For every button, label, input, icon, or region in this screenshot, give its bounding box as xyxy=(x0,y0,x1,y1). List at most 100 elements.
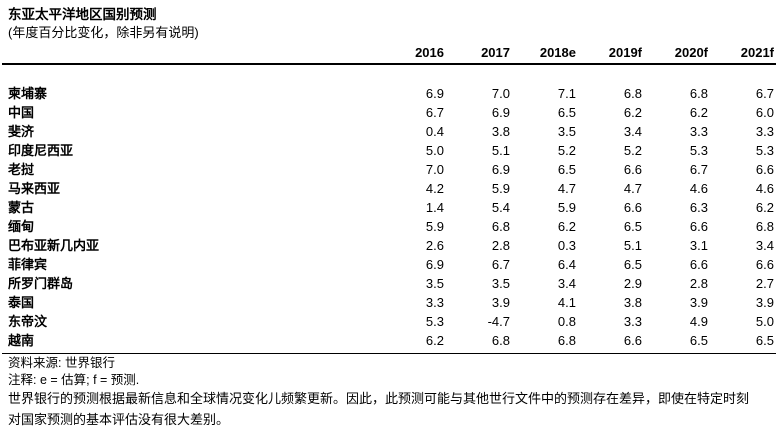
country-name: 所罗门群岛 xyxy=(8,276,74,291)
year-header-2016: 2016 xyxy=(380,41,446,65)
value-cell: 6.6 xyxy=(623,162,642,177)
country-name: 菲律宾 xyxy=(8,257,48,272)
value-cell: 3.4 xyxy=(557,276,576,291)
country-name: 缅甸 xyxy=(8,219,35,234)
value-cell: 5.3 xyxy=(755,143,774,158)
value-cell: 6.9 xyxy=(491,105,510,120)
value-cell: 6.6 xyxy=(755,257,774,272)
country-name: 蒙古 xyxy=(8,200,35,215)
value-cell: 6.6 xyxy=(689,219,708,234)
value-cell: 5.1 xyxy=(491,143,510,158)
value-cell: 2.7 xyxy=(755,276,774,291)
value-cell: 6.6 xyxy=(755,162,774,177)
table-row: 老挝 7.0 6.9 6.5 6.6 6.7 6.6 xyxy=(2,160,776,179)
value-cell: 0.8 xyxy=(557,314,576,329)
value-cell: 3.5 xyxy=(557,124,576,139)
country-name: 中国 xyxy=(8,105,35,120)
value-cell: 3.9 xyxy=(491,295,510,310)
value-cell: 6.6 xyxy=(578,331,644,354)
value-cell: 6.6 xyxy=(689,257,708,272)
value-cell: 4.2 xyxy=(425,181,444,196)
year-header-2017: 2017 xyxy=(446,41,512,65)
value-cell: 3.8 xyxy=(623,295,642,310)
table-row: 斐济 0.4 3.8 3.5 3.4 3.3 3.3 xyxy=(2,122,776,141)
country-name: 老挝 xyxy=(8,162,35,177)
value-cell: 6.9 xyxy=(425,257,444,272)
legend-note: 注释: e = 估算; f = 预测. xyxy=(8,372,140,387)
country-name: 越南 xyxy=(2,331,380,354)
forecast-table: 2016 2017 2018e 2019f 2020f 2021f 柬埔寨 6.9… xyxy=(2,41,776,354)
value-cell: 0.4 xyxy=(425,124,444,139)
table-row: 中国 6.7 6.9 6.5 6.2 6.2 6.0 xyxy=(2,103,776,122)
value-cell: 5.2 xyxy=(623,143,642,158)
value-cell: 6.8 xyxy=(491,219,510,234)
value-cell: 4.1 xyxy=(557,295,576,310)
table-row: 巴布亚新几内亚 2.6 2.8 0.3 5.1 3.1 3.4 xyxy=(2,236,776,255)
value-cell: 6.8 xyxy=(689,86,708,101)
value-cell: 3.5 xyxy=(491,276,510,291)
value-cell: 3.1 xyxy=(689,238,708,253)
value-cell: 5.1 xyxy=(623,238,642,253)
value-cell: 0.3 xyxy=(557,238,576,253)
value-cell: 5.4 xyxy=(491,200,510,215)
value-cell: 6.2 xyxy=(623,105,642,120)
country-name: 柬埔寨 xyxy=(8,86,48,101)
value-cell: 2.9 xyxy=(623,276,642,291)
value-cell: 2.8 xyxy=(689,276,708,291)
table-row: 柬埔寨 6.9 7.0 7.1 6.8 6.8 6.7 xyxy=(2,64,776,103)
footer-notes: 资料来源: 世界银行 注释: e = 估算; f = 预测. 世界银行的预测根据… xyxy=(0,354,780,430)
value-cell: 6.5 xyxy=(623,257,642,272)
table-row: 越南 6.2 6.8 6.8 6.6 6.5 6.5 xyxy=(2,331,776,354)
value-cell: 5.3 xyxy=(689,143,708,158)
value-cell: 6.9 xyxy=(491,162,510,177)
value-cell: 5.9 xyxy=(491,181,510,196)
value-cell: 5.9 xyxy=(425,219,444,234)
table-header-block: 东亚太平洋地区国别预测 (年度百分比变化，除非另有说明) xyxy=(0,0,780,41)
value-cell: 4.7 xyxy=(623,181,642,196)
value-cell: 6.3 xyxy=(689,200,708,215)
value-cell: 6.7 xyxy=(689,162,708,177)
value-cell: 6.5 xyxy=(557,162,576,177)
value-cell: 6.2 xyxy=(557,219,576,234)
value-cell: 3.4 xyxy=(755,238,774,253)
value-cell: 3.3 xyxy=(425,295,444,310)
value-cell: 5.9 xyxy=(557,200,576,215)
country-name: 斐济 xyxy=(8,124,35,139)
value-cell: 6.5 xyxy=(623,219,642,234)
value-cell: 3.9 xyxy=(755,295,774,310)
value-cell: 3.4 xyxy=(623,124,642,139)
value-cell: 3.5 xyxy=(425,276,444,291)
value-cell: 3.9 xyxy=(689,295,708,310)
value-cell: 6.2 xyxy=(380,331,446,354)
value-cell: 4.9 xyxy=(689,314,708,329)
value-cell: 7.1 xyxy=(557,86,576,101)
value-cell: 3.8 xyxy=(491,124,510,139)
year-header-2021f: 2021f xyxy=(710,41,776,65)
value-cell: 2.8 xyxy=(491,238,510,253)
value-cell: 2.6 xyxy=(425,238,444,253)
value-cell: 3.3 xyxy=(623,314,642,329)
country-name: 印度尼西亚 xyxy=(8,143,74,158)
country-name: 东帝汶 xyxy=(8,314,48,329)
value-cell: 4.6 xyxy=(755,181,774,196)
value-cell: 6.0 xyxy=(755,105,774,120)
country-name: 马来西亚 xyxy=(8,181,61,196)
value-cell: 6.8 xyxy=(623,86,642,101)
year-header-2018e: 2018e xyxy=(512,41,578,65)
year-header-2020f: 2020f xyxy=(644,41,710,65)
page-subtitle: (年度百分比变化，除非另有说明) xyxy=(8,25,199,40)
value-cell: 4.6 xyxy=(689,181,708,196)
value-cell: 3.3 xyxy=(755,124,774,139)
year-header-2019f: 2019f xyxy=(578,41,644,65)
table-row: 马来西亚 4.2 5.9 4.7 4.7 4.6 4.6 xyxy=(2,179,776,198)
year-header-row: 2016 2017 2018e 2019f 2020f 2021f xyxy=(2,41,776,65)
value-cell: 6.9 xyxy=(425,86,444,101)
value-cell: 7.0 xyxy=(491,86,510,101)
source-note: 资料来源: 世界银行 xyxy=(8,356,115,370)
value-cell: 6.7 xyxy=(491,257,510,272)
table-row: 印度尼西亚 5.0 5.1 5.2 5.2 5.3 5.3 xyxy=(2,141,776,160)
disclaimer-text: 世界银行的预测根据最新信息和全球情况变化儿频繁更新。因此，此预测可能与其他世行文… xyxy=(8,391,750,427)
value-cell: 6.5 xyxy=(644,331,710,354)
value-cell: 7.0 xyxy=(425,162,444,177)
table-row: 泰国 3.3 3.9 4.1 3.8 3.9 3.9 xyxy=(2,293,776,312)
